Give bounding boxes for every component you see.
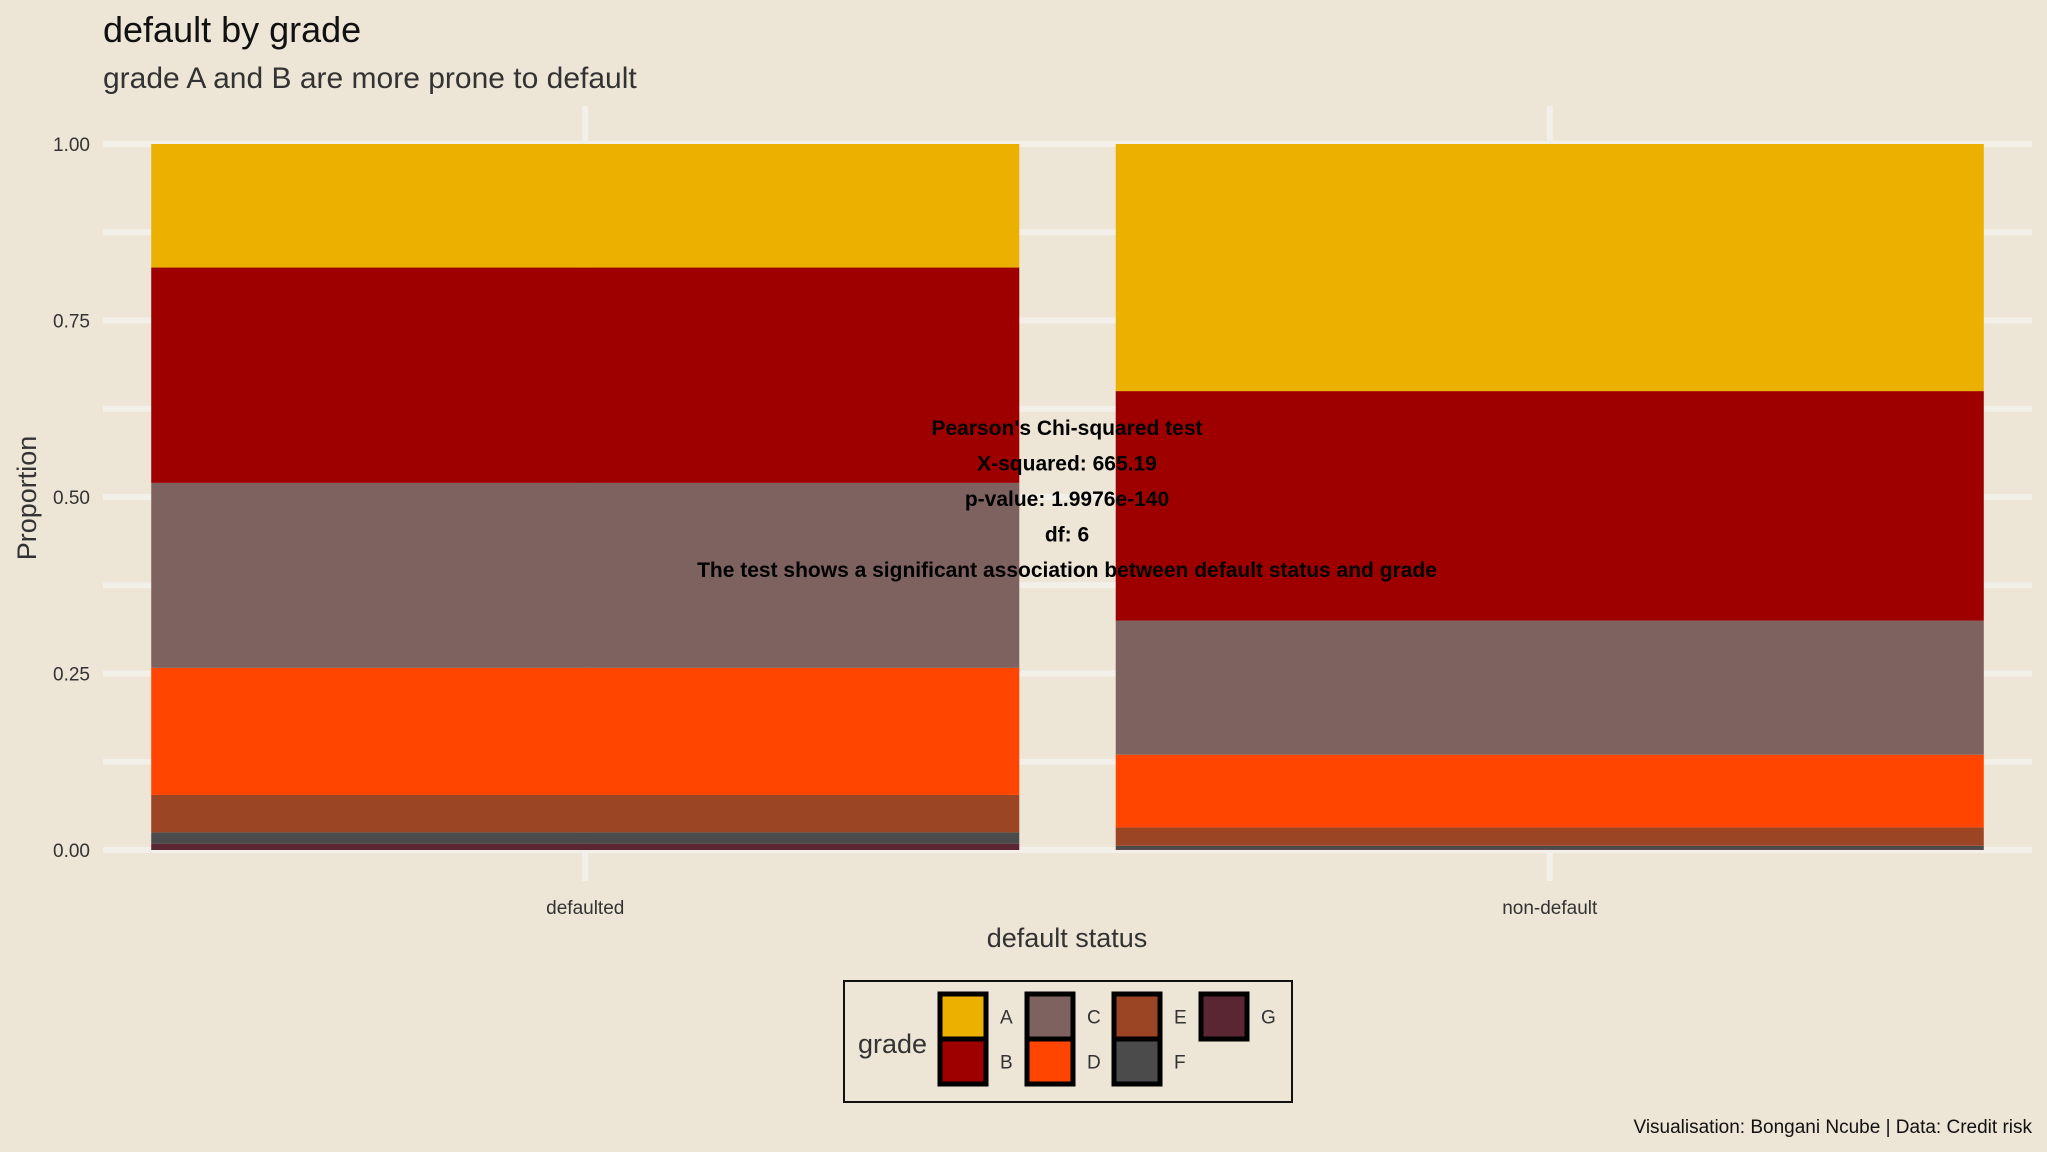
bar-segment-C-defaulted [151, 482, 1020, 668]
bar-segment-B-non-default [1115, 391, 1984, 621]
y-tick-label: 1.00 [53, 135, 90, 156]
bar-segment-A-defaulted [151, 144, 1020, 268]
bar-segment-C-non-default [1115, 620, 1984, 755]
annotation-line: df: 6 [1045, 524, 1089, 547]
legend-label: C [1087, 1008, 1101, 1029]
bar-segment-E-non-default [1115, 827, 1984, 846]
x-axis-ticks: defaulted non-default [546, 898, 1598, 919]
chart-title: default by grade [103, 9, 361, 50]
legend-label: E [1174, 1008, 1187, 1029]
legend-label: D [1087, 1053, 1101, 1074]
bar-segment-F-defaulted [151, 832, 1020, 844]
y-tick-label: 0.50 [53, 488, 90, 509]
legend-box [843, 980, 1293, 1103]
annotation-line: The test shows a significant association… [697, 559, 1437, 582]
bar-segment-D-defaulted [151, 667, 1020, 795]
legend-key-F [1111, 1036, 1163, 1087]
bar-segment-E-defaulted [151, 794, 1020, 833]
legend-key-E [1111, 991, 1163, 1042]
y-tick-label: 0.00 [53, 841, 90, 862]
y-tick-label: 0.75 [53, 312, 90, 333]
legend-title: grade [858, 1029, 927, 1059]
legend-key-B [937, 1036, 989, 1087]
legend-label: B [1000, 1053, 1013, 1074]
y-axis-title: Proportion [12, 436, 42, 561]
chart-subtitle: grade A and B are more prone to default [103, 62, 637, 95]
legend-key-G [1198, 991, 1250, 1042]
bar-segment-G-non-default [1115, 849, 1984, 850]
y-axis-ticks: 0.00 0.25 0.50 0.75 1.00 [53, 135, 90, 862]
x-tick-label: defaulted [546, 898, 624, 919]
annotation-line: Pearson's Chi-squared test [931, 417, 1202, 440]
legend-label: G [1261, 1008, 1276, 1029]
bar-segment-D-non-default [1115, 754, 1984, 828]
bar-segment-F-non-default [1115, 845, 1984, 850]
legend-key-A [937, 991, 989, 1042]
chart-caption: Visualisation: Bongani Ncube | Data: Cre… [1633, 1117, 2032, 1138]
bars [151, 144, 1984, 850]
legend-label: F [1174, 1053, 1186, 1074]
annotation-line: p-value: 1.9976e-140 [965, 488, 1169, 511]
x-axis-title: default status [987, 923, 1148, 953]
x-tick-label: non-default [1502, 898, 1598, 919]
chi-squared-annotation: Pearson's Chi-squared test X-squared: 665… [697, 417, 1437, 582]
legend-key-D [1024, 1036, 1076, 1087]
annotation-line: X-squared: 665.19 [977, 453, 1157, 476]
legend: grade A B C D E F G [843, 980, 1293, 1103]
legend-key-C [1024, 991, 1076, 1042]
legend-label: A [1000, 1008, 1013, 1029]
legend-items: A B C D E F G [937, 991, 1276, 1087]
bar-segment-A-non-default [1115, 144, 1984, 392]
bar-segment-B-defaulted [151, 267, 1020, 483]
y-tick-label: 0.25 [53, 665, 90, 686]
bar-segment-G-defaulted [151, 843, 1020, 850]
